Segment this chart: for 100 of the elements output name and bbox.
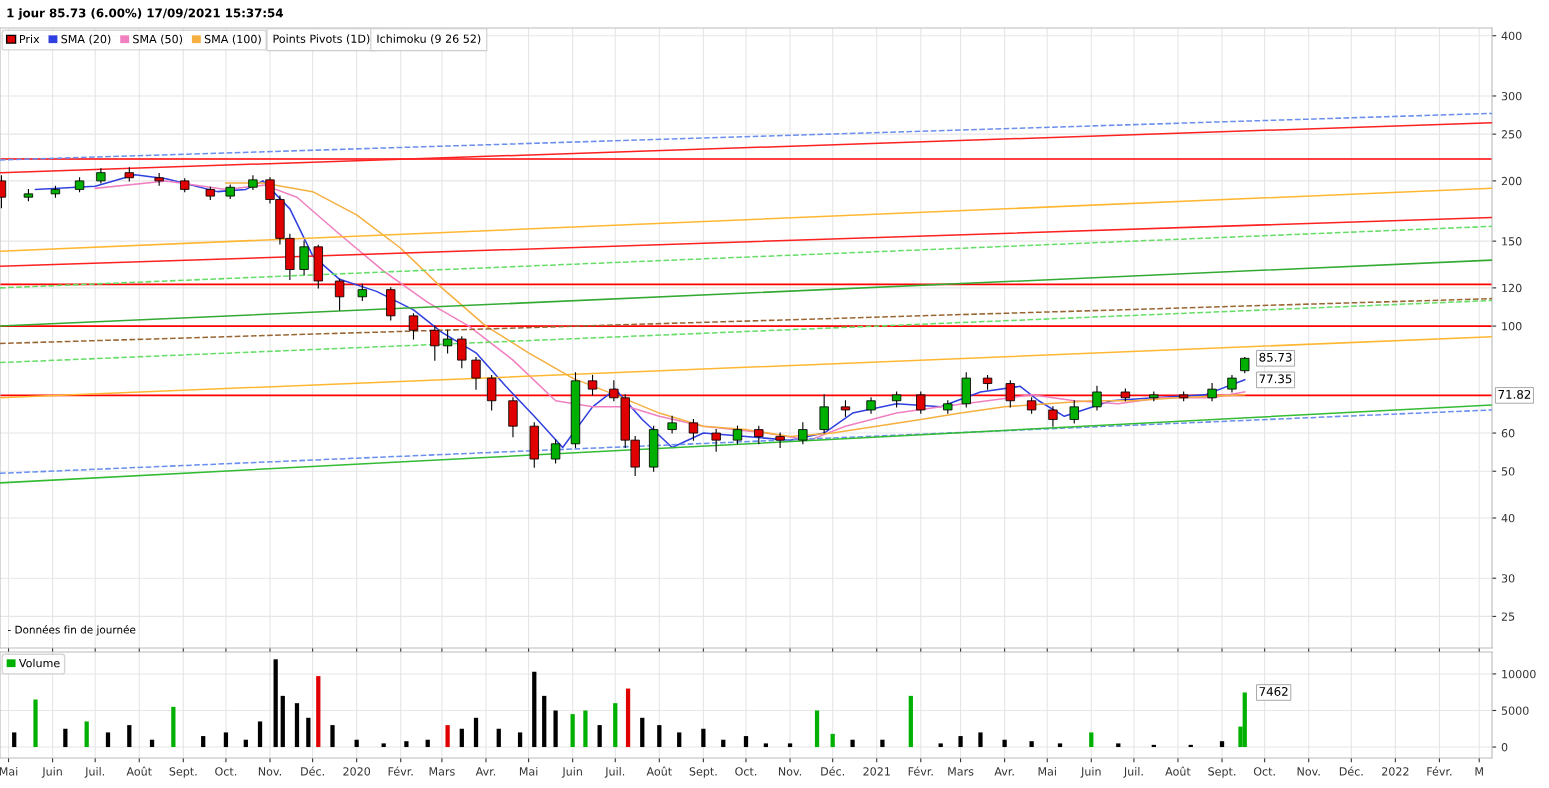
candlestick (819, 394, 829, 434)
x-tick-label: Mai (1038, 767, 1056, 776)
y-tick-label: 400 (1501, 31, 1522, 41)
candlestick (1048, 406, 1058, 427)
legend-label: Volume (18, 658, 60, 668)
candlestick (667, 415, 677, 434)
x-tick-label: 2022 (1382, 767, 1409, 776)
bar (171, 706, 176, 748)
x-tick-label: Déc. (301, 766, 324, 776)
bar (677, 732, 682, 748)
annotation: 77.35 (1259, 374, 1292, 384)
candlestick (486, 374, 497, 411)
bar (404, 741, 409, 748)
bar (978, 732, 983, 748)
candlestick (550, 439, 561, 464)
y-tick-label: 300 (1501, 91, 1522, 101)
annotation: 7462 (1259, 686, 1288, 696)
y-tick-label: 40 (1501, 513, 1515, 523)
bar (597, 725, 602, 748)
bar (958, 736, 963, 748)
y-tick-label: 150 (1502, 237, 1522, 246)
y-tick-label: 200 (1501, 176, 1522, 186)
x-tick-label: Sept. (689, 767, 717, 778)
bar (257, 721, 263, 748)
x-tick-label: Juil. (1123, 767, 1143, 778)
x-tick-label: Mai (0, 767, 18, 776)
candlestick (408, 313, 419, 340)
bar (273, 659, 278, 748)
annotation: 85.73 (1259, 352, 1292, 362)
bar (473, 717, 479, 748)
bar (84, 721, 89, 748)
y-tick-label: 0 (1501, 743, 1508, 752)
bar (316, 676, 321, 748)
bar (459, 728, 464, 748)
bar (583, 710, 588, 748)
ref-line-label: 71.82 (1498, 389, 1531, 399)
bar (880, 739, 885, 748)
bar (517, 732, 523, 748)
candlestick (442, 329, 453, 354)
candlestick (1092, 385, 1102, 411)
bar (830, 733, 835, 748)
x-tick-label: Déc. (1339, 766, 1363, 776)
x-tick-label: Août (126, 766, 152, 776)
candlestick (457, 336, 467, 369)
x-tick-label: Sept. (1208, 767, 1236, 778)
bar (445, 725, 450, 748)
x-tick-label: Nov. (778, 767, 802, 776)
bar (1242, 692, 1247, 748)
x-tick-label: Févr. (1427, 766, 1452, 776)
y-tick-label: 250 (1501, 130, 1522, 139)
candlestick (587, 374, 598, 396)
bar (814, 710, 820, 748)
x-tick-label: Avr. (994, 767, 1014, 776)
x-tick-label: Févr. (388, 766, 413, 776)
y-tick-label: 25 (1501, 612, 1515, 621)
x-tick-label: 2021 (863, 767, 890, 776)
candlestick (154, 173, 164, 186)
legend-label: SMA (50) (133, 34, 183, 45)
x-tick-label: Avr. (475, 767, 496, 776)
bar (787, 743, 793, 748)
y-tick-label: 100 (1502, 322, 1522, 331)
bar (625, 688, 631, 748)
x-tick-label: 2020 (343, 767, 371, 776)
bar (763, 743, 769, 748)
bar (63, 728, 68, 748)
x-tick-label: Juin (561, 767, 582, 778)
bar (105, 732, 111, 748)
bar (33, 699, 38, 748)
x-tick-label: Mai (519, 767, 538, 776)
bar (306, 717, 311, 748)
candlestick (1005, 380, 1015, 408)
x-tick-label: Nov. (1297, 767, 1320, 776)
x-tick-label: Févr. (908, 766, 933, 776)
x-tick-label: Mars (948, 767, 974, 776)
x-tick-label: Mars (429, 767, 455, 776)
candlestick (688, 418, 699, 441)
bar (701, 728, 706, 748)
x-tick-label: Juil. (84, 767, 105, 778)
y-tick-label: 50 (1501, 467, 1515, 476)
x-tick-label: Août (1165, 766, 1191, 776)
candlestick (916, 391, 926, 414)
x-tick-label: Oct. (215, 767, 237, 776)
candlestick (334, 278, 345, 311)
y-tick-label: 120 (1502, 283, 1522, 293)
x-tick-label: Juil. (604, 767, 625, 778)
bar (201, 736, 206, 748)
bar (1116, 743, 1121, 748)
candlestick (798, 422, 808, 445)
y-tick-label: 30 (1501, 574, 1515, 583)
bar (850, 739, 855, 748)
x-tick-label: Sept. (169, 767, 197, 778)
bar (938, 743, 943, 748)
bar (425, 739, 430, 748)
bar (553, 710, 558, 748)
bar (294, 703, 300, 748)
bar (542, 695, 547, 748)
bar (532, 671, 537, 748)
x-tick-label: Juin (1080, 767, 1101, 778)
bar (908, 695, 913, 748)
bar (280, 695, 285, 748)
